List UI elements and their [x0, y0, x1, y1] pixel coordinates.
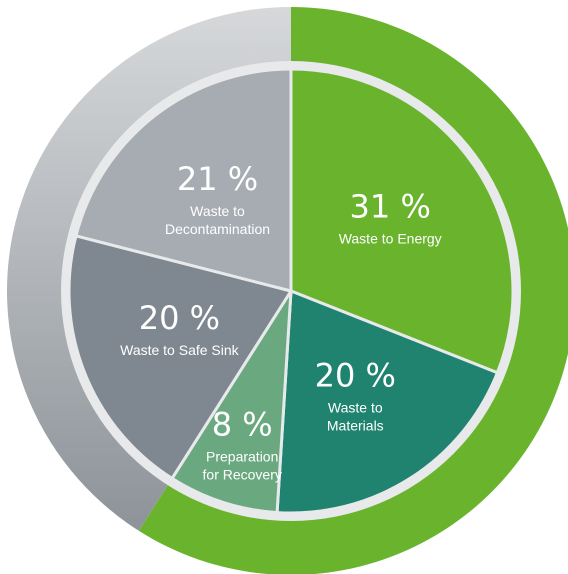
slice-percent-2: 20 % [315, 356, 396, 394]
slice-label-3-line-1: Preparation [206, 448, 278, 464]
slice-label-5-line-2: Decontamination [165, 221, 270, 237]
slice-percent-4: 20 % [139, 299, 220, 337]
slice-label-2-line-1: Waste to [328, 399, 383, 415]
pie-slices [69, 69, 513, 513]
slice-percent-1: 31 % [350, 188, 431, 226]
slice-label-5-line-1: Waste to [190, 203, 245, 219]
slice-label-1-line-1: Waste to Energy [339, 231, 442, 247]
slice-percent-5: 21 % [177, 160, 258, 198]
slice-label-2-line-2: Materials [327, 417, 384, 433]
slice-label-3-line-2: for Recovery [203, 466, 282, 482]
slice-label-4-line-1: Waste to Safe Sink [120, 342, 240, 358]
slice-percent-3: 8 % [212, 405, 273, 443]
